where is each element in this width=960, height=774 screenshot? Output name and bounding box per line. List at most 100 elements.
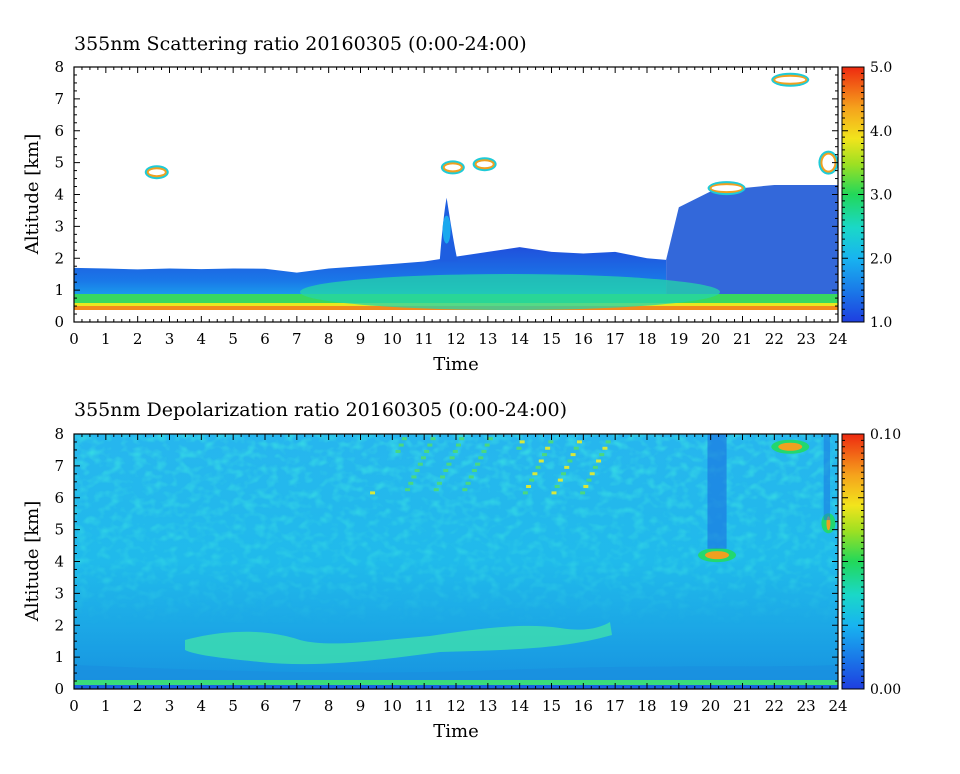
x-tick-label: 15 xyxy=(542,330,561,348)
x-tick-label: 6 xyxy=(260,330,270,348)
noise-speck xyxy=(478,456,484,460)
noise-speck xyxy=(516,446,522,450)
plume-core xyxy=(442,215,451,244)
noise-speck xyxy=(586,478,592,482)
panel1-title: 355nm Scattering ratio 20160305 (0:00-24… xyxy=(74,33,527,55)
noise-speck xyxy=(567,459,573,463)
noise-speck xyxy=(570,453,576,457)
x-tick-label: 17 xyxy=(606,697,625,715)
x-tick-label: 20 xyxy=(701,330,720,348)
y-tick-label: 8 xyxy=(54,425,64,443)
noise-speck xyxy=(583,485,589,488)
colorbar-label: 2.0 xyxy=(870,251,892,267)
x-tick-label: 0 xyxy=(69,330,79,348)
x-tick-label: 23 xyxy=(797,697,816,715)
y-tick-label: 1 xyxy=(54,281,64,299)
x-tick-label: 3 xyxy=(165,697,175,715)
cloud-shadow-streak xyxy=(823,434,831,521)
y-tick-label: 5 xyxy=(54,154,64,172)
noise-speck xyxy=(468,475,474,479)
y-tick-label: 4 xyxy=(54,553,64,571)
y-tick-label: 6 xyxy=(54,489,64,507)
noise-speck xyxy=(420,456,426,460)
noise-speck xyxy=(427,443,433,447)
panel1-axis-ticks xyxy=(73,66,839,323)
x-tick-label: 4 xyxy=(197,697,207,715)
x-tick-label: 0 xyxy=(69,697,79,715)
noise-speck xyxy=(487,437,493,441)
panel-depolarization-ratio: 355nm Depolarization ratio 20160305 (0:0… xyxy=(22,399,901,742)
panel2-xlabel: Time xyxy=(433,721,478,742)
cloud-core xyxy=(711,185,742,192)
panel2-title: 355nm Depolarization ratio 20160305 (0:0… xyxy=(74,399,567,421)
y-tick-label: 2 xyxy=(54,616,64,634)
noise-speck xyxy=(459,437,465,441)
x-tick-label: 9 xyxy=(356,330,366,348)
colorbar-label: 0.00 xyxy=(870,682,901,698)
y-tick-label: 0 xyxy=(54,313,64,331)
cloud-core xyxy=(476,161,493,168)
panel1-y-tick-labels: 0 1 2 3 4 5 6 7 8 xyxy=(54,58,64,331)
x-tick-label: 7 xyxy=(292,697,302,715)
x-tick-label: 13 xyxy=(478,330,497,348)
panel2-colorbar-ticks xyxy=(842,433,864,690)
colorbar-label: 3.0 xyxy=(870,188,892,204)
noise-speck xyxy=(471,469,477,473)
noise-speck xyxy=(395,449,401,453)
y-tick-label: 6 xyxy=(54,122,64,140)
noise-speck xyxy=(462,488,468,492)
x-tick-label: 5 xyxy=(228,330,238,348)
noise-speck xyxy=(443,469,449,473)
x-tick-label: 12 xyxy=(446,697,465,715)
noise-speck xyxy=(576,440,582,444)
noise-speck xyxy=(417,462,423,466)
x-tick-label: 10 xyxy=(383,697,402,715)
panel2-colorbar-labels: 0.00 0.10 xyxy=(870,427,901,698)
panel2-y-tick-labels: 0 1 2 3 4 5 6 7 8 xyxy=(54,425,64,698)
x-tick-label: 1 xyxy=(101,330,111,348)
noise-speck xyxy=(408,481,414,485)
noise-speck xyxy=(481,449,487,453)
panel2-axis-ticks xyxy=(73,433,839,690)
y-tick-label: 2 xyxy=(54,249,64,267)
noise-speck xyxy=(436,481,442,485)
noise-speck xyxy=(440,475,446,479)
noise-speck xyxy=(401,437,407,441)
x-tick-label: 12 xyxy=(446,330,465,348)
y-tick-label: 0 xyxy=(54,680,64,698)
noise-speck xyxy=(475,462,481,466)
midday-aerosol-lens xyxy=(300,274,720,310)
x-tick-label: 23 xyxy=(797,330,816,348)
noise-speck xyxy=(538,459,544,463)
x-tick-label: 2 xyxy=(133,697,143,715)
noise-speck xyxy=(414,469,420,473)
panel-scattering-ratio: 355nm Scattering ratio 20160305 (0:00-24… xyxy=(22,33,892,375)
x-tick-label: 16 xyxy=(574,697,593,715)
dust-layer xyxy=(185,622,612,665)
noise-speck xyxy=(605,440,611,444)
noise-speck xyxy=(548,440,554,444)
cloud-core xyxy=(705,551,730,560)
x-tick-label: 22 xyxy=(765,330,784,348)
cloud-core xyxy=(148,169,165,176)
x-tick-label: 21 xyxy=(733,697,752,715)
panel1-features xyxy=(144,72,838,262)
low-blue-layer xyxy=(74,665,838,680)
x-tick-label: 4 xyxy=(197,330,207,348)
cloud-core xyxy=(444,164,461,171)
x-tick-label: 6 xyxy=(260,697,270,715)
colorbar-label: 0.10 xyxy=(870,427,901,443)
colorbar-label: 5.0 xyxy=(870,60,892,76)
noise-speck xyxy=(370,491,376,495)
noise-speck xyxy=(449,456,455,460)
x-tick-label: 24 xyxy=(828,697,847,715)
noise-speck xyxy=(456,443,461,447)
noise-speck xyxy=(411,475,417,479)
panel1-data-layer xyxy=(74,72,838,322)
x-tick-label: 18 xyxy=(637,697,656,715)
x-tick-label: 20 xyxy=(701,697,720,715)
x-tick-label: 9 xyxy=(356,697,366,715)
x-tick-label: 7 xyxy=(292,330,302,348)
surface-green-band xyxy=(74,680,838,685)
noise-speck xyxy=(433,488,439,492)
